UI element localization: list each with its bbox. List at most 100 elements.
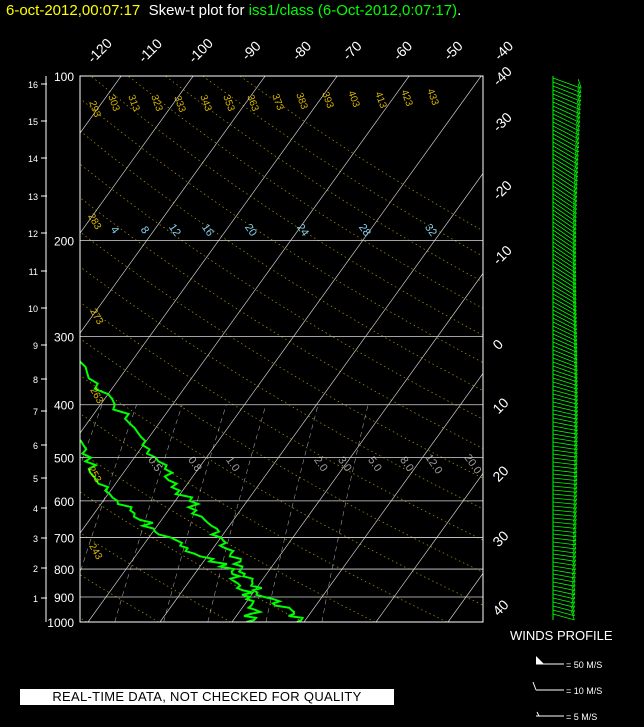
isotherm-line: [231, 272, 483, 622]
wind-barb-feather: [572, 240, 577, 250]
title-date: 6-oct-2012,00:07:17: [6, 2, 141, 19]
wind-barb-feather: [572, 236, 577, 246]
pressure-tick-label: 1000: [47, 616, 74, 630]
wind-barb-feather: [573, 499, 577, 509]
isotherm-line: [159, 172, 483, 622]
dry-adiabat: [127, 76, 483, 309]
wind-barb-feather: [572, 208, 577, 218]
wind-barb: [552, 413, 578, 420]
dry-adiabat: [80, 197, 483, 449]
wind-barb: [552, 133, 579, 149]
dry-adiabat: [80, 163, 483, 420]
wind-barb-feather: [572, 523, 577, 533]
dry-adiabat: [80, 375, 483, 606]
wind-barb-feather: [572, 252, 577, 262]
wind-barb-feather: [572, 298, 577, 308]
mixing-ratio-line: [80, 404, 137, 574]
wind-barb: [552, 529, 577, 533]
temperature-tick-top: -40: [491, 38, 517, 64]
plot-frame: [79, 75, 484, 623]
wind-barb: [552, 109, 580, 123]
wind-barb: [552, 481, 577, 485]
wind-barb: [552, 145, 579, 161]
wind-barb-feather: [573, 432, 578, 443]
wind-barb-feather: [572, 232, 577, 242]
theta-label: 273: [87, 307, 105, 327]
mixing-ratio-label: 32: [422, 222, 439, 239]
wind-barb-feather: [574, 428, 578, 439]
theta-label: 363: [244, 93, 260, 113]
wind-barb-feather: [574, 372, 578, 383]
wind-barb: [552, 597, 575, 604]
temperature-tick-top: -90: [238, 38, 264, 64]
height-tick-label: 9: [33, 341, 38, 351]
wind-barb-feather: [572, 282, 577, 293]
wind-barb-feather: [573, 184, 578, 194]
wind-barb-feather: [574, 147, 579, 157]
height-tick-label: 10: [28, 304, 38, 314]
wind-barb: [552, 241, 577, 258]
wind-barb-feather: [574, 387, 578, 397]
wind-barb: [552, 477, 577, 481]
wind-barb: [552, 557, 576, 562]
pressure-tick-label: 400: [54, 399, 74, 413]
wind-barb: [552, 309, 577, 323]
wind-barb-feather: [571, 568, 576, 579]
wind-barb-feather: [573, 507, 577, 517]
wind-barb-feather: [574, 159, 579, 169]
pressure-tick-label: 500: [54, 452, 74, 466]
wind-barb-feather: [572, 271, 577, 281]
pressure-tick-label: 900: [54, 591, 74, 605]
dry-adiabat: [80, 413, 448, 622]
theta-label: 373: [269, 92, 285, 112]
wind-barb: [552, 561, 576, 566]
theta-label: 423: [398, 88, 414, 108]
wind-barb-feather: [577, 96, 581, 106]
wind-barb: [552, 81, 582, 93]
wind-barb-feather: [572, 564, 576, 574]
wind-barb: [552, 277, 577, 293]
wind-barb: [552, 485, 577, 489]
wind-barb-feather: [574, 376, 578, 386]
wind-barb: [552, 573, 576, 579]
wind-barb: [552, 117, 580, 132]
wind-barb-feather: [573, 436, 578, 446]
wind-barb: [552, 525, 577, 529]
wind-barb: [552, 269, 577, 285]
isotherm-line: [80, 76, 410, 534]
wind-barb: [552, 293, 577, 308]
wind-barb-feather: [572, 275, 577, 285]
wind-barb: [552, 273, 577, 289]
wind-barb-feather: [572, 216, 577, 226]
wind-barb: [552, 285, 577, 301]
wind-barb: [552, 593, 575, 600]
wind-barb: [552, 613, 575, 621]
wind-barb-feather: [572, 301, 577, 312]
isotherm-line: [80, 76, 266, 334]
wind-barb: [552, 93, 581, 106]
wind-barb: [552, 329, 577, 342]
dry-adiabat: [202, 76, 483, 257]
wind-barb-feather: [573, 444, 578, 454]
wind-barb-feather: [572, 220, 577, 230]
mixing-ratio-line: [0, 405, 29, 622]
wind-barb: [552, 201, 577, 219]
mixing-ratio-label: 24: [294, 222, 311, 239]
isotherm-line: [375, 472, 483, 622]
mixing-ratio-line: [321, 404, 369, 622]
wind-barb-feather: [577, 87, 582, 98]
isotherm-line: [80, 76, 194, 234]
temperature-tick-top: -110: [135, 35, 166, 66]
wind-barb: [552, 453, 578, 458]
wind-barb-feather: [573, 335, 578, 345]
wind-barb-feather: [572, 552, 576, 562]
wind-barb-feather: [573, 331, 578, 342]
dry-adiabat: [80, 451, 376, 622]
wind-barb-feather: [573, 343, 578, 353]
height-tick-label: 4: [33, 504, 38, 514]
wind-barb: [552, 89, 581, 102]
isotherm-line: [80, 76, 338, 434]
wind-barb-feather: [571, 606, 575, 616]
wind-barb: [552, 457, 578, 462]
wind-barb-feather: [571, 593, 576, 604]
